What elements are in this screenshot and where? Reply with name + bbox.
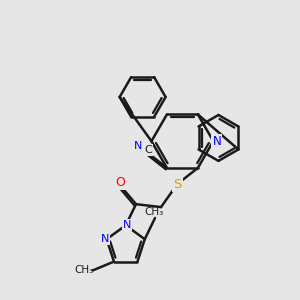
Text: C: C xyxy=(144,145,152,155)
Text: CH₃: CH₃ xyxy=(75,266,94,275)
Text: N: N xyxy=(212,135,221,148)
Text: N: N xyxy=(123,220,131,230)
Text: N: N xyxy=(134,141,142,152)
Text: CH₃: CH₃ xyxy=(144,207,163,217)
Text: S: S xyxy=(173,178,182,190)
Text: N: N xyxy=(101,234,110,244)
Text: O: O xyxy=(115,176,125,189)
